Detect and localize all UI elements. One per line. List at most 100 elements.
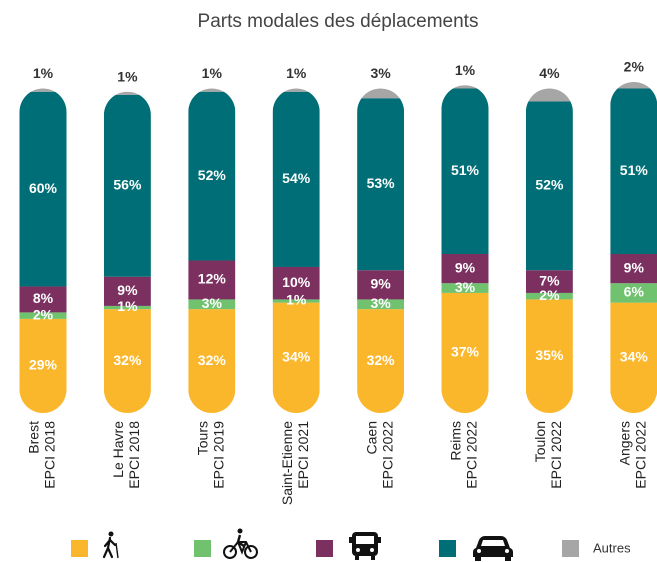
bar-segment [272,88,320,92]
top-value-label: 1% [286,65,307,81]
legend-icons [102,528,513,561]
segment-value-label: 12% [198,271,227,287]
top-value-label: 1% [455,62,476,78]
top-value-label: 1% [117,68,138,84]
top-value-label: 4% [539,65,560,81]
x-tick-label: Tours [195,421,211,455]
bar-segment [188,260,236,300]
bar-segment [525,101,573,271]
segment-value-label: 9% [117,282,138,298]
x-tick-label: Angers [617,421,633,465]
segment-value-label: 32% [113,352,142,368]
top-value-label: 1% [33,65,54,81]
x-tick-label: EPCI 2022 [548,421,564,489]
bus-icon [349,532,381,560]
segment-value-label: 29% [29,357,58,373]
segment-value-label: 35% [535,347,564,363]
bar-segment [19,88,67,92]
bar-segment [188,299,236,310]
top-value-label: 3% [370,65,391,81]
segment-value-label: 51% [620,162,649,178]
segment-value-label: 37% [451,344,480,360]
bar-segment [610,283,657,303]
bar-segment [610,302,657,413]
bar-segment [19,318,67,413]
segment-value-label: 32% [367,352,396,368]
x-tick-label: Reims [448,421,464,461]
segment-value-label: 51% [451,162,480,178]
segment-value-label: 2% [539,287,560,303]
bar-segment [441,283,489,293]
x-tick-label: Brest [26,421,42,454]
x-tick-label: EPCI 2022 [379,421,395,489]
bar-segment [103,305,151,310]
x-tick-label: EPCI 2022 [464,421,480,489]
bar-segment [103,91,151,95]
bar-segment [272,266,320,300]
bar-segment [441,292,489,413]
bar-segment [525,299,573,413]
bar-segment [272,299,320,303]
segment-value-label: 9% [370,276,391,292]
bar-segment [441,88,489,254]
bar-segment [19,312,67,319]
legend-swatch [71,540,88,557]
bar [357,88,405,413]
segment-value-label: 34% [620,349,649,365]
x-tick-label: Le Havre [110,421,126,478]
chart-title: Parts modales des déplacements [198,11,479,32]
segment-value-label: 2% [33,306,54,322]
bar-segment [272,302,320,413]
segment-value-label: 3% [202,295,223,311]
segment-value-label: 52% [198,167,227,183]
legend-swatch [439,540,456,557]
bar-segment [610,253,657,284]
segment-value-label: 3% [455,279,476,295]
top-value-label: 2% [624,59,645,75]
bar [19,88,67,413]
segment-value-label: 54% [282,170,311,186]
bar-segment [525,88,573,102]
legend-label: Autres [593,540,631,555]
x-tick-label: EPCI 2018 [126,421,142,489]
x-tick-label: Toulon [532,421,548,462]
bar-segment [525,270,573,293]
x-tick-label: EPCI 2021 [295,421,311,489]
bar-segment [19,91,67,287]
segment-value-label: 8% [33,290,54,306]
segment-value-label: 9% [624,259,645,275]
segment-value-label: 56% [113,177,142,193]
segment-value-label: 6% [624,284,645,300]
bar-segment [610,88,657,254]
bike-icon [223,528,258,559]
bar [188,88,236,413]
bar [272,88,320,413]
bar-segment [103,94,151,277]
bar-segment [103,309,151,413]
bar-segment [441,85,489,89]
segment-value-label: 34% [282,349,311,365]
segment-value-label: 7% [539,272,560,288]
bar [610,82,657,413]
segment-value-label: 1% [117,298,138,314]
bar-segment [19,286,67,313]
bar-segment [610,82,657,89]
segment-value-label: 9% [455,259,476,275]
bar-segment [188,88,236,92]
bar-segment [357,309,405,413]
x-tick-label: EPCI 2019 [211,421,227,489]
segment-value-label: 1% [286,292,307,308]
legend-swatch [316,540,333,557]
bar-segment [103,276,151,306]
bar-segment [357,98,405,271]
x-tick-label: Saint-Etienne [279,421,295,505]
bar-segment [188,91,236,261]
segment-value-label: 60% [29,180,58,196]
legend-swatch [194,540,211,557]
bar [525,88,573,413]
bar-segment [357,270,405,300]
top-value-label: 1% [202,65,223,81]
segment-value-label: 52% [535,177,564,193]
bar-segment [525,292,573,300]
bar-segment [441,253,489,284]
